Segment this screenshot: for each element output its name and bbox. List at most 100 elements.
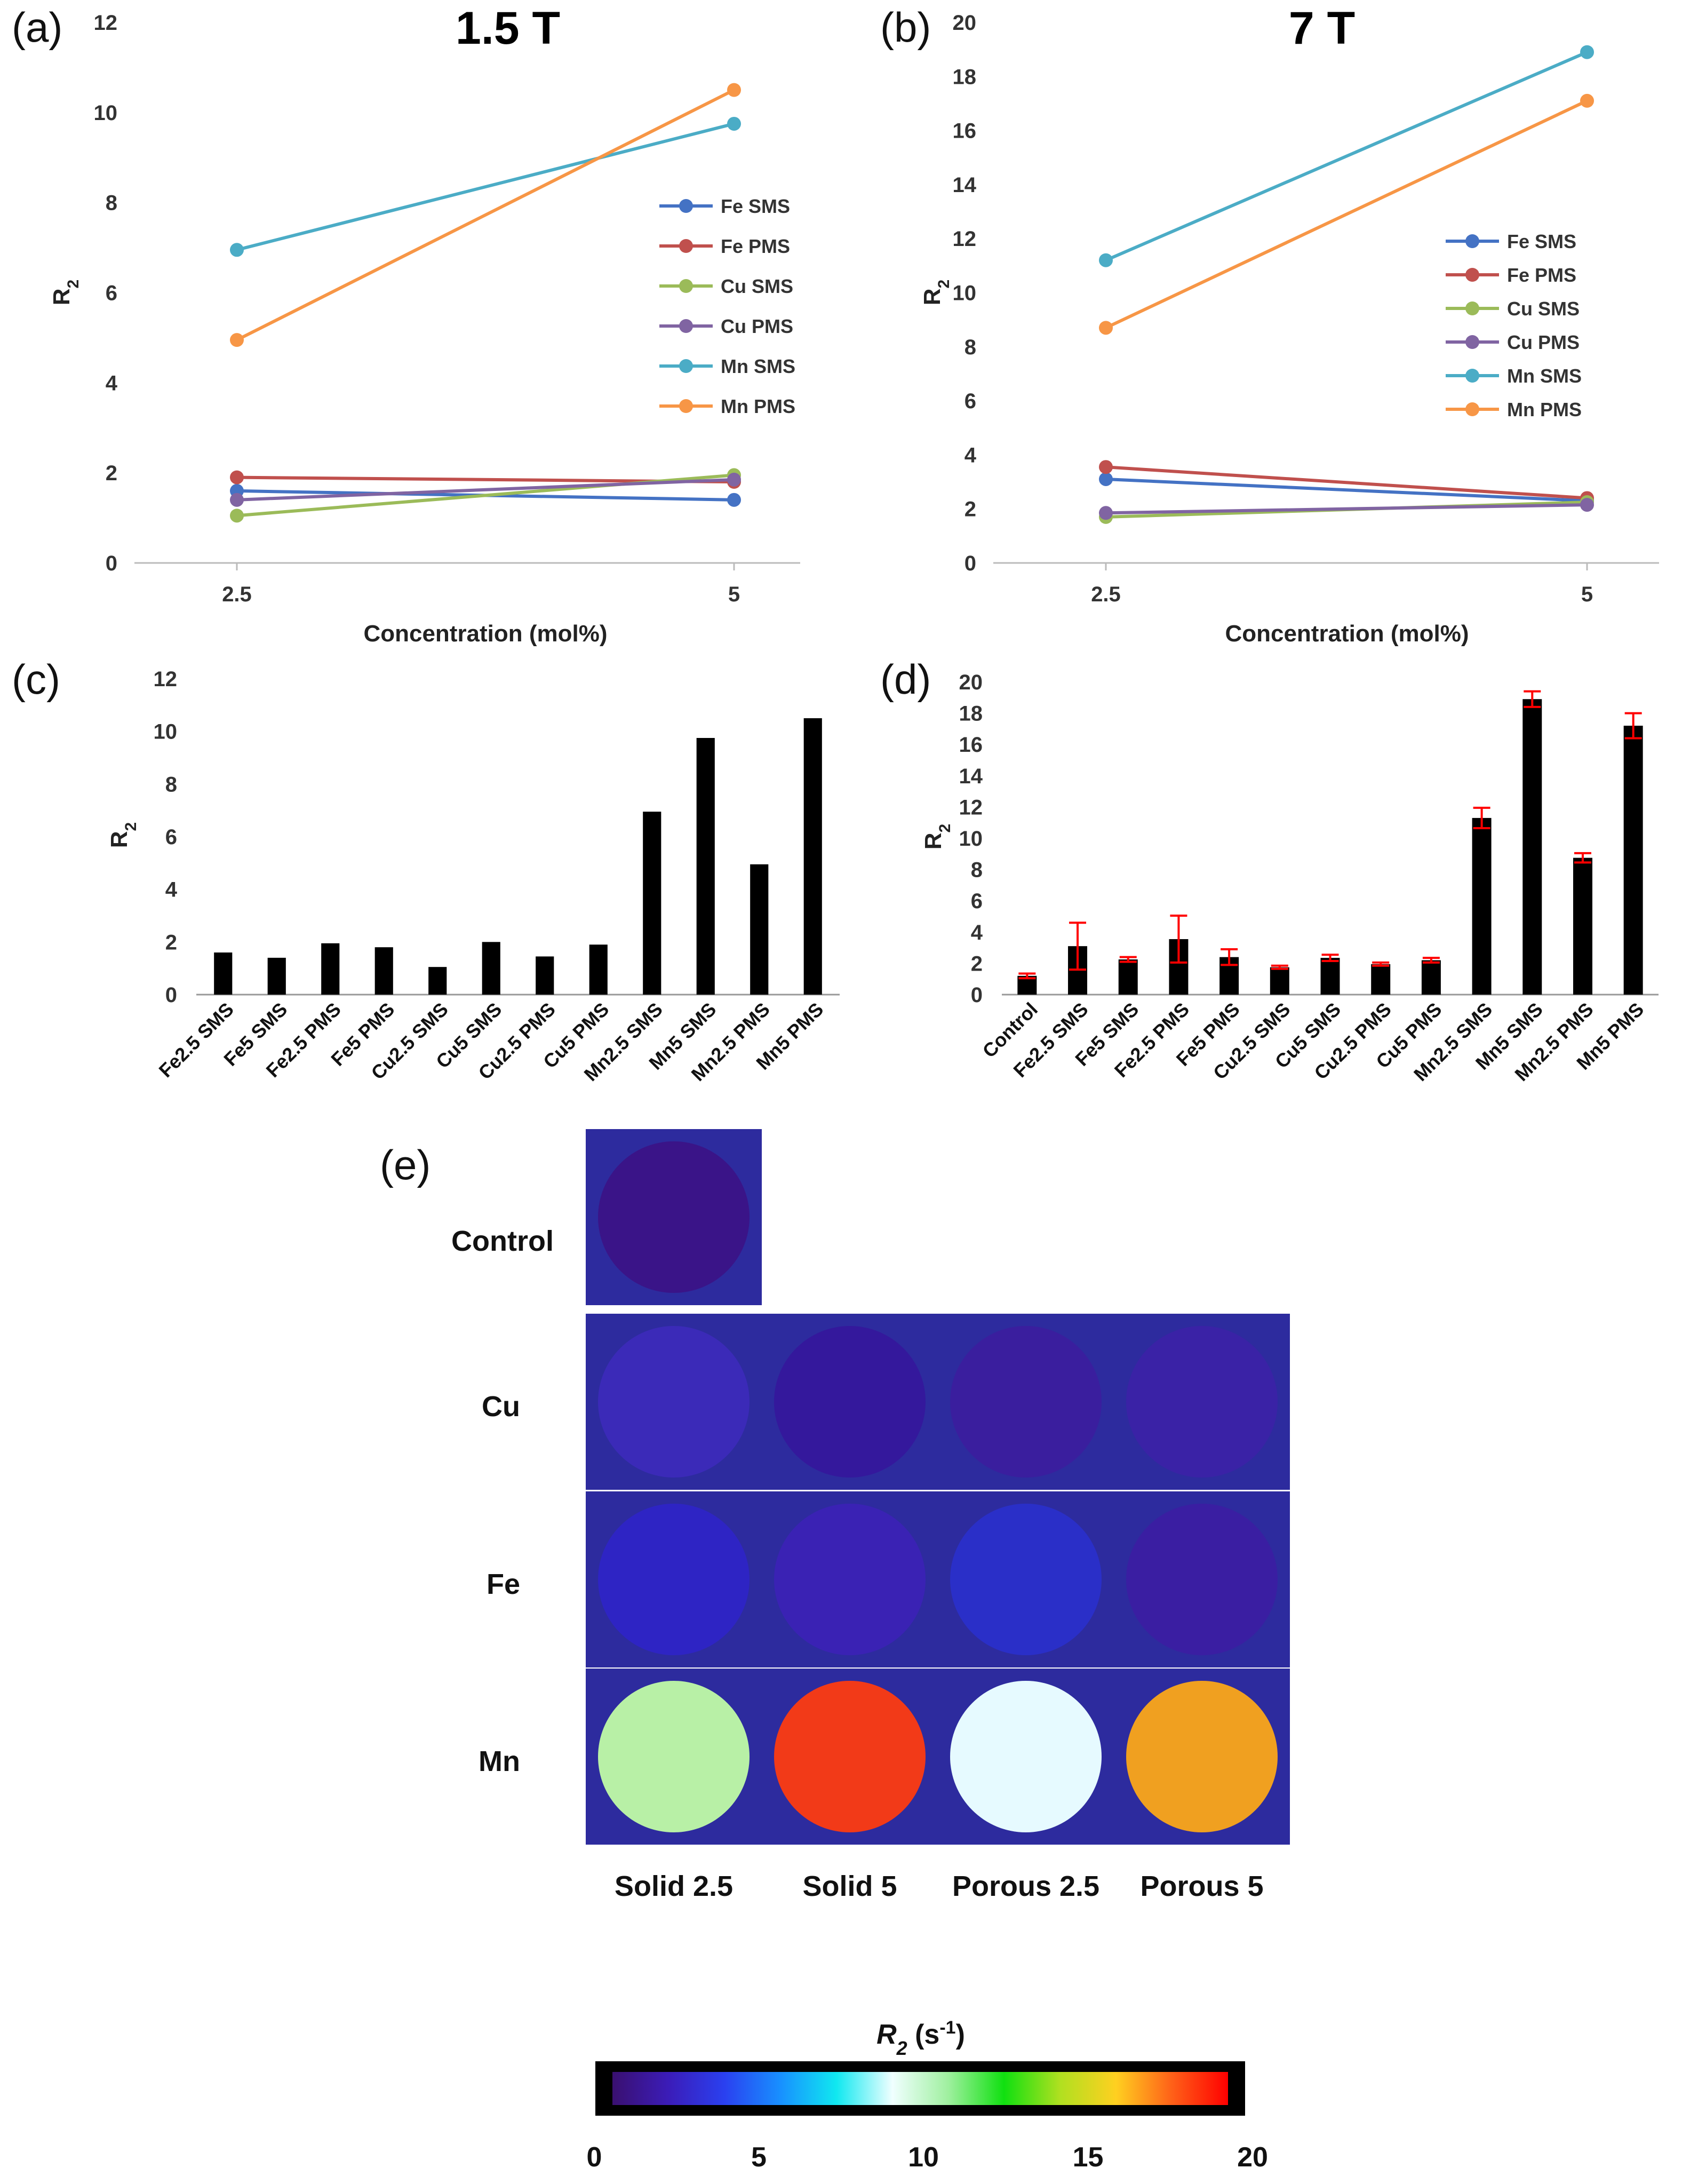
colorbar: R2 (s-1) 0 5 10 15 20 [587,2018,1268,2173]
y-tick-label: 12 [154,668,178,691]
bar-mn2-5-sms [643,812,661,995]
bar-mn5-pms [803,718,822,995]
error-bar-fe5-pms [1221,948,1238,966]
legend: Fe SMS Fe PMS Cu SMS Cu PMS Mn SMS Mn PMS [659,195,795,417]
row-label-mn: Mn [479,1745,520,1777]
map-cell-cu-0 [586,1314,762,1490]
legend-label: Cu SMS [721,275,793,297]
data-point-fe-sms [727,493,741,507]
legend-swatch-marker [679,239,693,253]
panel-label-c: (c) [12,656,60,703]
data-point-fe-pms [230,470,244,485]
legend-swatch-marker [679,359,693,373]
y-tick-label: 2 [964,498,976,521]
chart-b-7T: 0 2 4 6 8 10 12 14 16 18 20 2.5 5 7 T Concentration (m… [919,3,1659,647]
legend-swatch-marker [1465,335,1479,349]
y-tick-label: 10 [154,720,178,744]
data-point-cu-pms [727,472,741,487]
y-tick-label: 14 [959,765,983,788]
legend-label: Mn PMS [721,395,795,417]
map-cell-cu-3 [1114,1314,1290,1490]
series-line-mn-sms [236,122,735,252]
legend-label: Fe PMS [1507,264,1576,286]
data-point-mn-pms [230,333,244,347]
panel-label-d: (d) [880,656,931,703]
y-tick-label: 0 [165,983,177,1007]
series-cu-pms [230,472,741,507]
colorbar-tick-label: 10 [908,2142,939,2173]
panel-label-a: (a) [12,4,62,51]
y-tick-label: 6 [971,890,983,913]
column-label-porous-5: Porous 5 [1140,1870,1263,1902]
error-bar-fe2-5-sms [1069,922,1087,971]
bar-mn2-5-pms [750,864,769,995]
panel-label-e: (e) [380,1141,431,1188]
x-axis-title: Concentration (mol%) [363,621,607,647]
map-cell-mn-1 [762,1669,938,1845]
bar-cu5-sms [1320,958,1340,995]
series-line-mn-pms [1105,99,1588,330]
bar-fe5-sms [267,957,286,995]
error-bar-cu5-pms [1422,957,1440,964]
y-tick-label: 2 [971,952,983,975]
data-point-mn-pms [1580,93,1594,108]
data-point-cu-pms [230,493,244,507]
y-tick-label: 10 [959,827,983,851]
map-cell-cu-2 [938,1314,1114,1490]
data-point-mn-sms [727,116,741,131]
chart-title: 7 T [1289,3,1355,54]
series-cu-pms [1099,498,1594,520]
legend-swatch-marker [679,319,693,333]
chart-a-1-5T: 0 2 4 6 8 10 12 2.5 5 1.5 T Concentration (mol%) R2… [49,3,800,647]
column-label-solid-2-5: Solid 2.5 [615,1870,733,1902]
map-cell-mn-0 [586,1669,762,1845]
y-tick-label: 10 [953,282,977,305]
legend-label: Fe PMS [721,235,790,257]
y-tick-label: 2 [106,462,117,485]
legend-label: Cu PMS [1507,331,1580,353]
legend-swatch-marker [679,199,693,213]
r2-map-grid: Control Cu Fe Mn Solid 2.5 Solid 5 Porous 2.5 P… [451,1129,1290,1902]
series-line-fe-pms [1105,465,1588,500]
data-point-mn-sms [1099,253,1113,267]
series-cu-sms [230,468,741,523]
legend-label: Mn SMS [1507,365,1582,387]
map-cell-fe-0 [586,1491,762,1667]
y-axis-title: R2 [919,280,953,305]
map-cell-cu-1 [762,1314,938,1490]
bar-cu2-5-pms [536,956,554,995]
data-point-mn-sms [1580,45,1594,59]
legend-swatch-marker [1465,234,1479,248]
colorbar-tick-label: 5 [751,2142,767,2173]
legend-label: Mn PMS [1507,399,1582,420]
series-mn-sms [1099,45,1594,267]
legend-swatch-marker [1465,369,1479,383]
legend: Fe SMS Fe PMS Cu SMS Cu PMS Mn SMS Mn PMS [1446,231,1582,420]
y-tick-label: 18 [959,702,983,726]
row-label-control: Control [451,1225,554,1257]
series-line-mn-sms [1105,50,1588,262]
bar-cu2-5-pms [1371,964,1391,995]
error-bar-mn5-pms [1624,712,1642,740]
bar-cu5-sms [482,942,500,995]
x-axis-title: Concentration (mol%) [1225,621,1469,647]
y-tick-label: 0 [971,983,983,1007]
data-point-cu-pms [1580,498,1594,512]
map-cell-control [586,1129,762,1305]
y-tick-label: 6 [106,282,117,305]
row-label-fe: Fe [487,1568,520,1600]
bar-mn5-pms [1623,726,1643,995]
legend-label: Mn SMS [721,355,795,377]
y-tick-label: 0 [964,552,976,575]
y-tick-label: 18 [953,65,977,89]
legend-swatch-marker [1465,402,1479,416]
error-bar-cu2-5-sms [1271,964,1288,970]
x-tick-label: 5 [728,583,740,606]
y-axis-title: R2 [49,280,82,305]
bar-fe2-5-sms [214,952,233,995]
error-bar-cu2-5-pms [1372,961,1390,967]
colorbar-gradient [612,2072,1228,2105]
